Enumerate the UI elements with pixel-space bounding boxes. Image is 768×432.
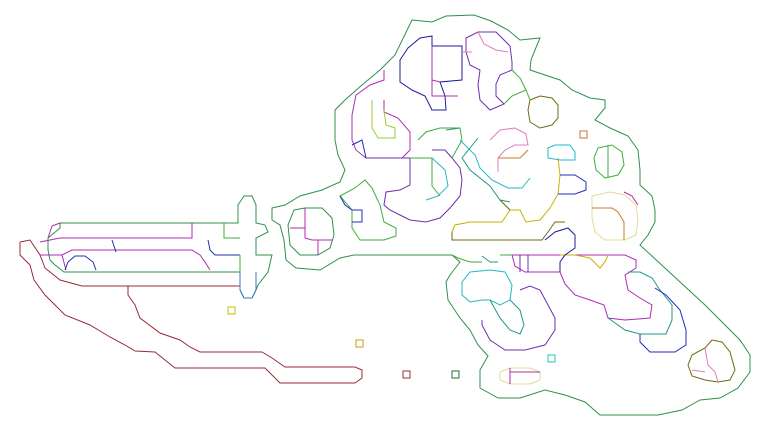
west-corridor-green-line [223,223,241,272]
east-room-line [591,191,639,241]
far-east-inner-line [691,347,719,383]
central-teal-line [445,127,511,203]
marker-orange[interactable] [355,339,364,348]
junction-room-line [287,207,335,256]
north-lobe-b-inner-line [462,31,509,53]
central-east-room-line [558,174,587,195]
south-bottom-room-line [499,367,541,385]
south-pillar-line [519,255,529,272]
west-upper-blue-line [351,139,367,159]
east-room-inner-line [592,207,625,240]
south-west-room-line [461,269,513,306]
central-lower-olive-line [451,199,565,241]
west-upper-inner-line [371,100,396,139]
central-yellow-line [451,157,561,233]
south-east-navy-line [639,287,687,353]
north-lobe-a-line [399,35,463,111]
east-room-magenta-line [623,191,639,206]
marker-yellow[interactable] [227,306,236,315]
south-hall-navy-line [544,227,576,272]
north-ledge-line [503,69,531,105]
marker-orange-north[interactable] [579,130,588,139]
west-pillar-line [239,272,257,299]
north-small-room-line [527,95,559,129]
west-corridor-blue-line [64,239,240,271]
east-round-room-line [593,144,625,179]
central-hall-line [366,149,463,223]
west-corridor-line [47,195,273,299]
central-hall-cyan-line [425,139,531,201]
east-entry-room-line [339,179,397,241]
outer-wall-line [271,14,751,416]
north-lobe-b-line [465,31,513,111]
south-mid-room-line [481,285,556,351]
north-lobe-a-inner-line [431,46,458,97]
junction-room-inner-line [290,208,332,255]
lower-wall-outer-line [19,239,363,384]
far-east-room-line [687,339,736,383]
east-entry-room-blue-line [339,195,363,223]
west-upper-room-line [351,70,411,159]
west-corridor-inner-line [39,222,211,271]
central-hall-green-line [410,127,463,197]
marker-brown[interactable] [402,370,411,379]
central-pink-line [489,127,529,172]
south-west-teal-line [481,255,525,335]
south-east-room-line [607,271,673,335]
south-corridor-line [451,254,512,263]
south-hall-yellow-line [560,254,609,269]
central-cyan-room-line [547,144,576,161]
south-bottom-inner-line [509,368,540,384]
central-orange-line [498,149,529,159]
marker-teal[interactable] [547,354,556,363]
marker-darkgreen[interactable] [451,370,460,379]
